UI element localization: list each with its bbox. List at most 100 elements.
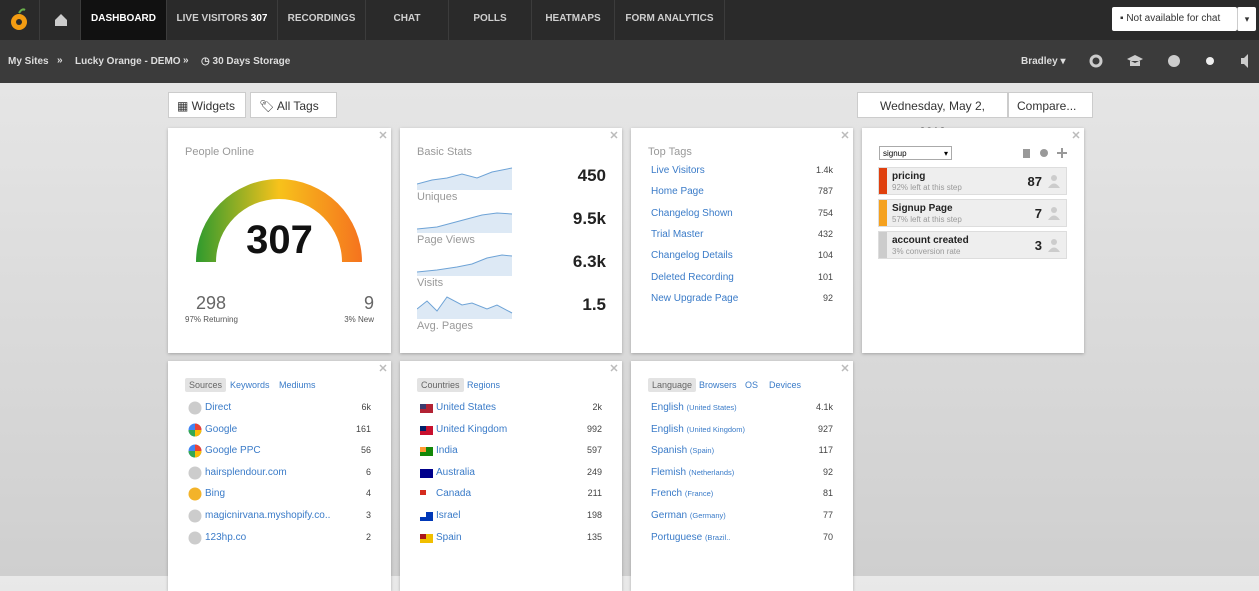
close-icon[interactable]	[1072, 131, 1080, 139]
list-name: Portuguese	[651, 531, 703, 543]
nav-item[interactable]: POLLS	[449, 0, 532, 40]
close-icon[interactable]	[610, 364, 618, 372]
tag-link[interactable]: Trial Master	[651, 228, 704, 240]
list-link[interactable]: English (United States)	[651, 402, 737, 413]
close-x	[841, 364, 849, 372]
widget-title: Basic Stats	[417, 146, 473, 158]
tag-link[interactable]: New Upgrade Page	[651, 292, 739, 304]
flag-icon	[420, 512, 433, 521]
list-count: 992	[586, 423, 602, 434]
sparkline	[417, 167, 513, 190]
gauge	[196, 179, 362, 262]
close-icon[interactable]	[610, 131, 618, 139]
tab[interactable]: OS	[745, 380, 759, 390]
user-icon	[1048, 207, 1060, 220]
date-button[interactable]: Wednesday, May 2, 2018	[857, 92, 1008, 139]
chat-dropdown[interactable]: ▾	[1237, 7, 1256, 31]
breadcrumb[interactable]: Lucky Orange - DEMO	[75, 56, 181, 67]
compare-button[interactable]: Compare... ▾	[1008, 92, 1093, 139]
tab[interactable]: Regions	[467, 380, 501, 390]
list-count: 2k	[592, 402, 602, 412]
list-link[interactable]: United Kingdom	[436, 424, 507, 435]
list-link[interactable]: Portuguese (Brazil..	[651, 532, 730, 543]
tag-link[interactable]: Deleted Recording	[651, 271, 734, 283]
breadcrumb-separator: »	[183, 55, 189, 66]
icon-part	[195, 451, 202, 458]
nav-item[interactable]: CHAT	[366, 0, 449, 40]
step-name: Signup Page	[892, 203, 953, 214]
close-x	[841, 131, 849, 139]
icon-base	[188, 531, 202, 545]
home-button[interactable]	[40, 0, 81, 40]
widgets-button[interactable]: ▦ Widgets	[168, 92, 246, 118]
nav-item[interactable]: FORM ANALYTICS	[615, 0, 725, 40]
list-link[interactable]: German (Germany)	[651, 510, 726, 521]
close-x	[379, 364, 387, 372]
list-link[interactable]: India	[436, 445, 458, 456]
list-link[interactable]: 123hp.co	[205, 532, 246, 543]
tag-link[interactable]: Home Page	[651, 186, 704, 198]
nav-item[interactable]: HEATMAPS	[532, 0, 615, 40]
sparkline-area	[417, 213, 512, 233]
flag-part	[420, 533, 426, 539]
nav-item[interactable]: DASHBOARD	[81, 0, 167, 40]
sub-nav: My Sites» Lucky Orange - DEMO» ◷ 30 Days S…	[0, 40, 1259, 83]
list-link[interactable]: Australia	[436, 467, 475, 478]
list-name: Canada	[436, 488, 472, 500]
icon-base	[188, 487, 202, 501]
logo[interactable]	[0, 0, 40, 40]
close-icon[interactable]	[841, 364, 849, 372]
tab[interactable]: Mediums	[279, 380, 316, 390]
list-link[interactable]: Spain	[436, 532, 462, 543]
list-count: 70	[822, 531, 833, 542]
nav-item[interactable]: LIVE VISITORS 307	[167, 0, 278, 40]
list-link[interactable]: United States	[436, 402, 496, 413]
list-count: 6	[365, 466, 371, 477]
nav-item[interactable]: RECORDINGS	[278, 0, 366, 40]
flag-icon	[420, 533, 433, 543]
chat-status-button[interactable]: ▪ Not available for chat	[1112, 7, 1237, 31]
close-icon[interactable]	[841, 131, 849, 139]
tag-link[interactable]: Changelog Shown	[651, 207, 733, 219]
tab[interactable]: Devices	[769, 380, 802, 390]
nav-label: DASHBOARD	[91, 13, 156, 24]
list-link[interactable]: Direct	[205, 402, 231, 413]
tab[interactable]: Language	[648, 378, 697, 392]
flag-part	[420, 468, 426, 474]
source-icon	[188, 401, 202, 415]
user-menu[interactable]: Bradley ▾	[1021, 56, 1066, 67]
list-count: 3	[365, 510, 371, 520]
list-link[interactable]: Bing	[205, 488, 225, 499]
list-link[interactable]: magicnirvana.myshopify.co..	[205, 510, 330, 521]
tab[interactable]: Browsers	[699, 380, 737, 390]
breadcrumb[interactable]: ◷ 30 Days Storage	[201, 56, 291, 67]
flag-icon	[420, 447, 433, 457]
list-link[interactable]: Israel	[436, 510, 460, 521]
breadcrumb[interactable]: My Sites	[8, 56, 49, 67]
user-body	[1048, 247, 1060, 252]
list-link[interactable]: Google	[205, 424, 237, 435]
list-link[interactable]: hairsplendour.com	[205, 467, 287, 478]
list-count: 135	[586, 531, 602, 542]
flag-part	[420, 425, 426, 431]
tab[interactable]: Sources	[185, 378, 227, 392]
list-link[interactable]: Flemish (Netherlands)	[651, 467, 734, 478]
funnel-select[interactable]: signup ▾	[879, 146, 952, 160]
list-name: India	[436, 445, 458, 457]
list-link[interactable]: English (United Kingdom)	[651, 424, 745, 435]
tab[interactable]: Countries	[417, 378, 464, 392]
user-head	[1051, 175, 1057, 181]
language-widget: Language Browsers OS Devices English (United…	[631, 361, 853, 591]
list-count: 597	[586, 445, 602, 456]
list-link[interactable]: Canada	[436, 488, 471, 499]
list-link[interactable]: French (France)	[651, 488, 713, 499]
list-link[interactable]: Google PPC	[205, 445, 261, 456]
tag-link[interactable]: Live Visitors	[651, 165, 705, 176]
tags-button[interactable]: 🏷 All Tags ▾	[250, 92, 337, 139]
close-icon[interactable]	[379, 131, 387, 139]
tag-link[interactable]: Changelog Details	[651, 250, 733, 262]
close-icon[interactable]	[379, 364, 387, 372]
list-link[interactable]: Spanish (Spain)	[651, 445, 714, 456]
tab[interactable]: Keywords	[230, 380, 270, 390]
list-name: Flemish	[651, 466, 687, 478]
